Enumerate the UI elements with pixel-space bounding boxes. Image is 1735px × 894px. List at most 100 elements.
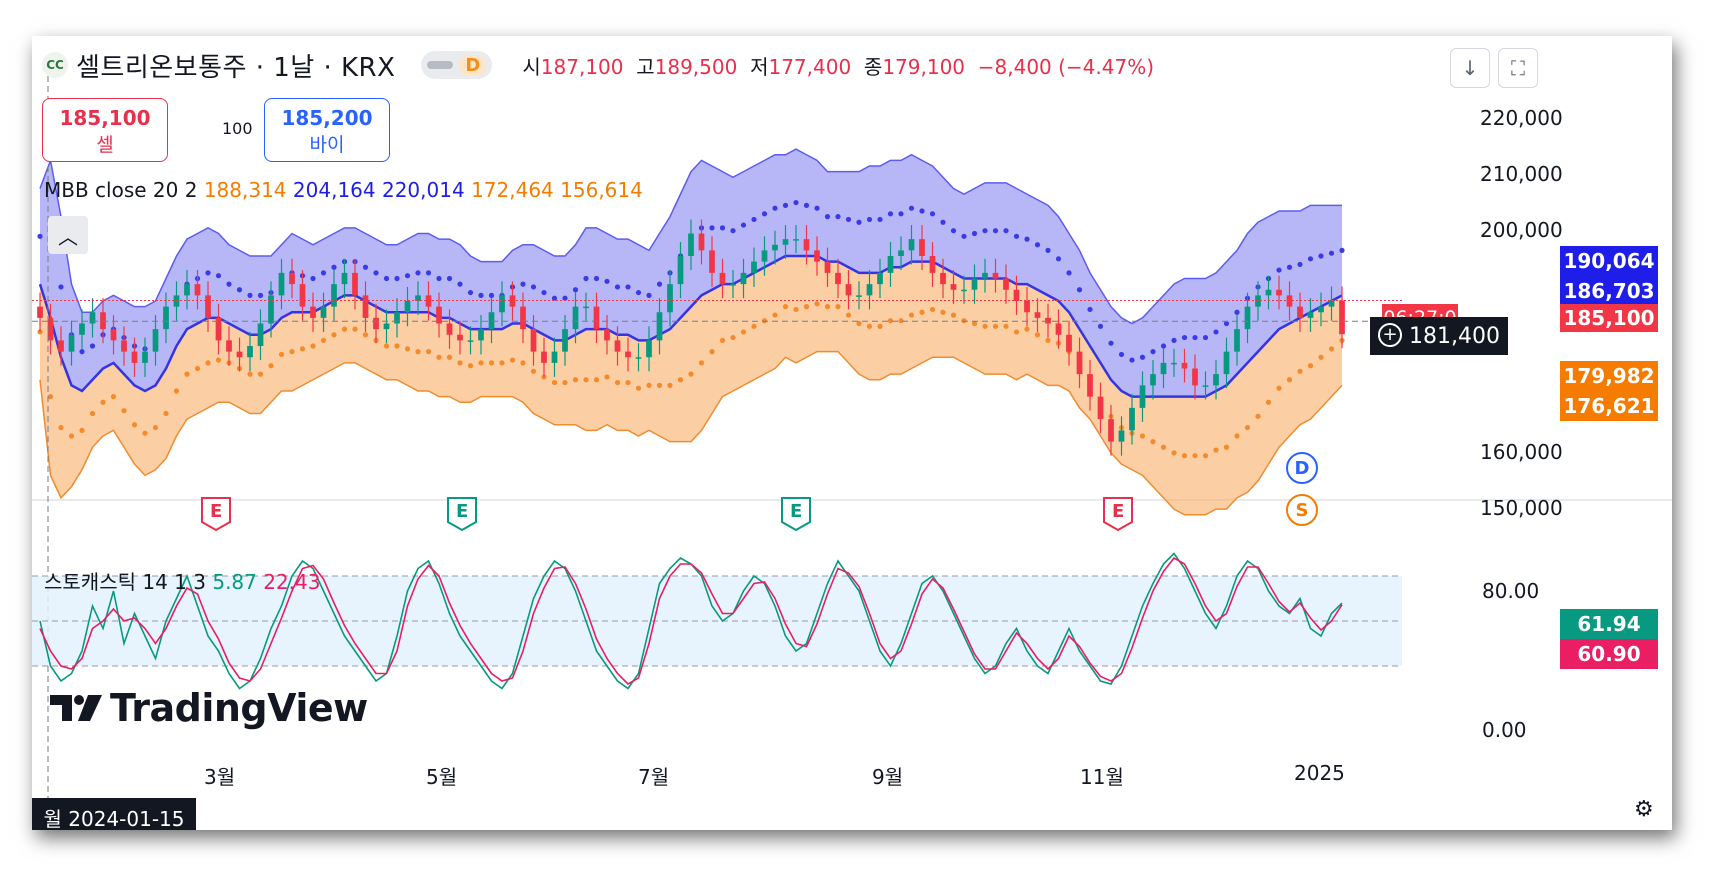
- mbb-upper-dot: [782, 202, 789, 208]
- mbb-upper-dot: [1318, 253, 1324, 259]
- mbb-lower-dot: [110, 394, 117, 400]
- plus-circle-icon[interactable]: +: [1378, 323, 1402, 347]
- mbb-lower-dot: [1223, 444, 1230, 450]
- symbol-header: CC 셀트리온보통주 · 1날 · KRX D 시187,100 고189,50…: [42, 46, 1154, 84]
- fullscreen-button[interactable]: ⛶: [1498, 48, 1538, 88]
- stoch-legend[interactable]: 스토캐스틱 14 1 3 5.87 22.43: [44, 566, 321, 595]
- candle-body: [604, 329, 610, 341]
- mbb-legend[interactable]: MBB close 20 2 188,314 204,164 220,014 1…: [44, 178, 643, 202]
- mbb-lower-dot: [331, 332, 337, 338]
- mbb-upper-dot: [562, 295, 568, 301]
- mbb-lower-dot: [688, 371, 694, 377]
- mbb-lower-dot: [1202, 453, 1209, 459]
- interval-pill[interactable]: D: [421, 51, 493, 79]
- earnings-marker[interactable]: E: [780, 496, 812, 537]
- candle-body: [530, 329, 537, 352]
- candle-body: [1192, 368, 1198, 386]
- mbb-lower-dot: [383, 343, 390, 349]
- split-badge[interactable]: S: [1286, 494, 1318, 526]
- mbb-upper-dot: [1223, 320, 1230, 327]
- mbb-upper-dot: [709, 225, 715, 231]
- gear-icon[interactable]: ⚙: [1634, 797, 1654, 822]
- time-tick: 3월: [204, 765, 236, 789]
- candle-body: [446, 323, 453, 335]
- mbb-upper-dot: [1192, 334, 1198, 341]
- mbb-lower-dot: [751, 323, 757, 329]
- mbb-upper-dot: [520, 281, 526, 287]
- mbb-lower-dot: [1255, 413, 1261, 419]
- earnings-icon: [447, 497, 477, 532]
- mbb-lower-dot: [1024, 326, 1030, 332]
- candle-body: [79, 323, 85, 335]
- tradingview-logo-icon: [50, 695, 102, 721]
- earnings-marker[interactable]: E: [446, 496, 478, 537]
- mbb-lower-dot: [877, 323, 883, 329]
- mbb-upper-dot: [898, 211, 904, 217]
- candle-body: [1202, 385, 1209, 387]
- chart-canvas[interactable]: [32, 36, 1672, 830]
- candle-body: [1318, 306, 1324, 313]
- candle-body: [205, 295, 211, 318]
- mbb-lower-dot: [940, 309, 946, 315]
- buy-button[interactable]: 185,200 바이: [264, 98, 390, 162]
- candle-body: [110, 329, 117, 341]
- mbb-lower-dot: [1328, 346, 1335, 352]
- mbb-lower-dot: [1139, 433, 1146, 439]
- mbb-lower-dot: [646, 382, 652, 388]
- close-value: 179,100: [882, 54, 966, 79]
- mbb-upper-dot: [583, 275, 589, 282]
- candle-body: [719, 272, 726, 285]
- mbb-upper-dot: [530, 284, 537, 290]
- mbb-lower-dot: [803, 304, 810, 310]
- mbb-lower-dot: [992, 323, 999, 329]
- sell-button[interactable]: 185,100 셀: [42, 98, 168, 162]
- candle-body: [866, 284, 873, 296]
- mbb-lower-dot: [436, 354, 442, 360]
- crosshair-date-label: 월 2024-01-15: [32, 798, 196, 830]
- candle-body: [541, 351, 547, 363]
- mbb-upper-dot: [1097, 323, 1104, 329]
- symbol-title[interactable]: 셀트리온보통주 · 1날 · KRX: [76, 52, 396, 83]
- candle-body: [667, 284, 673, 313]
- order-quantity[interactable]: 100: [222, 119, 253, 138]
- mbb-lower2-price-label: 176,621: [1560, 391, 1658, 421]
- dividend-badge[interactable]: D: [1286, 452, 1318, 484]
- chart-window: CC 셀트리온보통주 · 1날 · KRX D 시187,100 고189,50…: [32, 36, 1672, 830]
- mbb-lower-dot: [530, 368, 537, 374]
- mbb-upper-dot: [1087, 306, 1093, 313]
- mbb-lower-dot: [299, 346, 306, 352]
- close-label: 종: [863, 54, 883, 79]
- mbb-upper-dot: [1013, 233, 1020, 239]
- candle-body: [709, 250, 715, 273]
- interval-badge: D: [459, 54, 487, 76]
- mbb-lower-dot: [425, 349, 432, 355]
- mbb-upper-dot: [446, 275, 453, 282]
- candle-body: [1307, 312, 1314, 318]
- collapse-legend-button[interactable]: ︿: [48, 216, 88, 254]
- candle-body: [58, 340, 64, 352]
- mbb-lower-dot: [1160, 444, 1167, 450]
- mbb-lower-dot: [478, 360, 484, 366]
- candle-body: [383, 323, 390, 330]
- mbb-lower-dot: [719, 337, 726, 343]
- candle-body: [803, 239, 810, 251]
- mbb-upper-dot: [89, 343, 96, 349]
- mbb-lower-dot: [604, 374, 610, 380]
- candle-body: [1045, 317, 1051, 324]
- mbb-lower-dot: [856, 320, 862, 327]
- mbb-upper-dot: [772, 205, 778, 211]
- candle-body: [142, 351, 148, 363]
- mbb-lower-dot: [1150, 439, 1156, 445]
- mbb-lower-dot: [593, 377, 600, 383]
- mbb-upper2-price-label: 186,703: [1560, 276, 1658, 306]
- earnings-marker[interactable]: E: [1102, 496, 1134, 537]
- mbb-upper-dot: [394, 275, 400, 282]
- candle-body: [415, 295, 421, 301]
- mbb-upper-dot: [467, 289, 474, 296]
- mbb-lower-dot: [740, 329, 747, 335]
- mbb-lower-dot: [814, 301, 820, 307]
- earnings-marker[interactable]: E: [200, 496, 232, 537]
- price-tick: 200,000: [1480, 218, 1563, 242]
- download-button[interactable]: ↓: [1450, 48, 1490, 88]
- candle-body: [824, 261, 831, 273]
